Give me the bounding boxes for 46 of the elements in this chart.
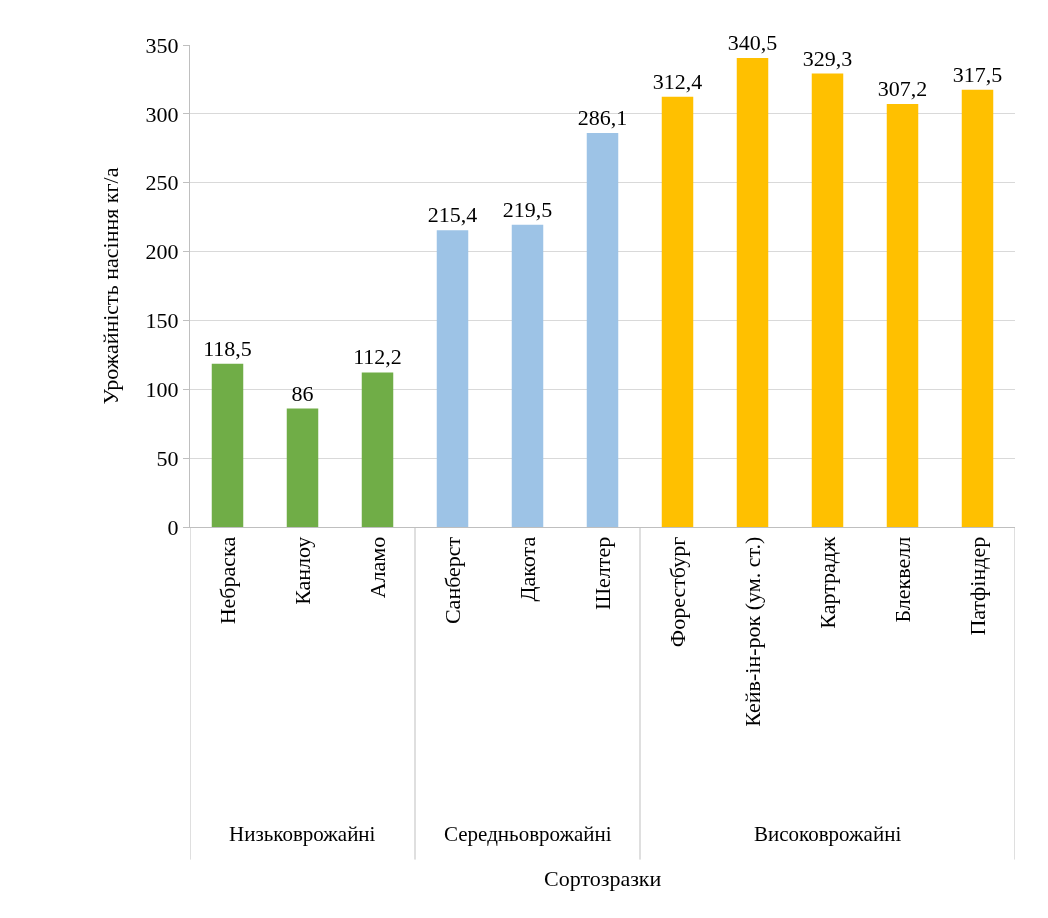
x-tick-label: Картрадж — [814, 536, 840, 629]
x-tick-label: Шелтер — [589, 536, 615, 611]
data-label: 340,5 — [727, 30, 778, 56]
x-tick-label: Дакота — [514, 536, 540, 602]
text: Високоврожайні — [754, 822, 902, 846]
y-tick-label: 0 — [167, 514, 179, 540]
data-label: 86 — [291, 380, 314, 406]
text: Сортозразки — [544, 866, 662, 891]
y-tick-label: 50 — [156, 445, 179, 471]
x-tick-label: Санберст — [439, 536, 465, 625]
text: Середньоврожайні — [444, 822, 612, 846]
x-tick-label: Кейв-ін-рок (ум. ст.) — [739, 536, 765, 727]
data-label: 219,5 — [502, 196, 553, 222]
bar — [361, 372, 394, 527]
x-tick-label: Канлоу — [289, 536, 315, 605]
bar — [961, 89, 994, 527]
bar — [211, 363, 244, 527]
bar — [436, 230, 469, 527]
bar — [286, 408, 319, 527]
y-tick-label: 250 — [145, 170, 179, 196]
y-tick-label: 100 — [145, 376, 179, 402]
bar — [811, 73, 844, 527]
data-label: 317,5 — [952, 61, 1003, 87]
y-axis-title: Урожайність насіння кг/а — [98, 167, 124, 405]
x-tick-label: Патфіндер — [964, 536, 990, 636]
y-tick-label: 300 — [145, 101, 179, 127]
data-label: 112,2 — [353, 344, 402, 370]
data-label: 118,5 — [203, 335, 252, 361]
bar — [661, 96, 694, 527]
data-label: 329,3 — [802, 45, 853, 71]
bar — [511, 224, 544, 527]
y-tick-label: 350 — [145, 32, 179, 58]
x-tick-label: Блеквелл — [889, 536, 915, 623]
data-label: 215,4 — [427, 202, 478, 228]
text: Низьковрожайні — [229, 822, 376, 846]
bar — [886, 103, 919, 527]
data-label: 312,4 — [652, 68, 703, 94]
x-tick-label: Форестбург — [664, 536, 690, 648]
y-tick-label: 200 — [145, 239, 179, 265]
data-label: 286,1 — [577, 105, 628, 130]
x-tick-label: Аламо — [364, 536, 390, 599]
bar — [586, 133, 619, 527]
bar — [736, 58, 769, 527]
data-label: 307,2 — [877, 75, 928, 101]
x-tick-label: Небраска — [214, 536, 240, 625]
y-tick-label: 150 — [145, 308, 179, 334]
